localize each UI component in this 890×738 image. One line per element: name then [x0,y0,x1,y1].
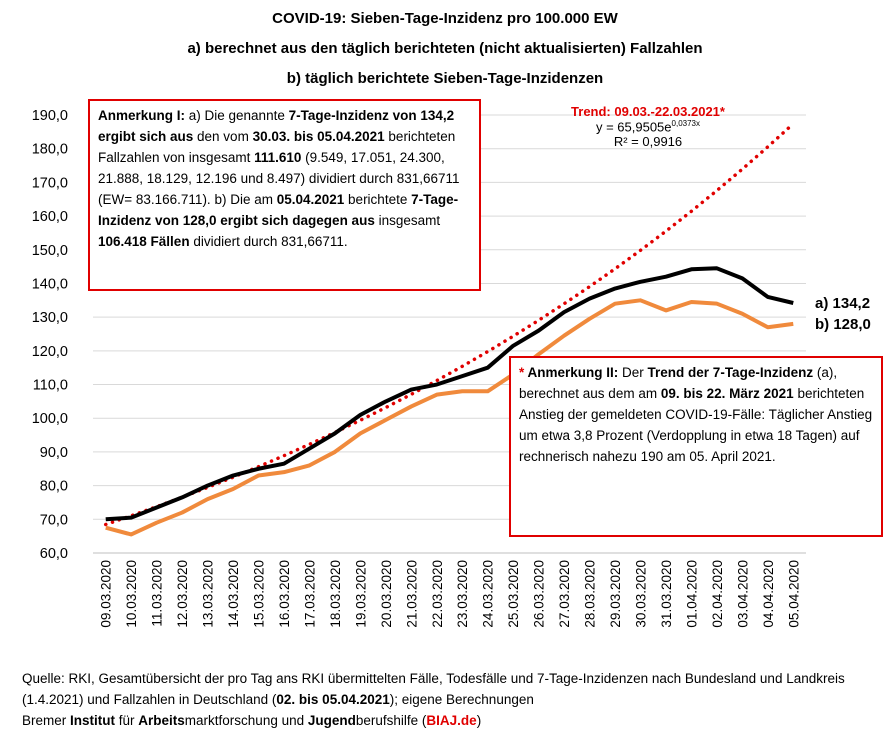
trend-label-box: Trend: 09.03.-22.03.2021* y = 65,9505e0,… [548,104,748,149]
x-tick-label: 18.03.2020 [328,560,343,628]
y-tick-label: 170,0 [32,175,68,191]
x-tick-label: 05.04.2020 [786,560,801,628]
x-tick-label: 13.03.2020 [201,560,216,628]
y-tick-label: 190,0 [32,108,68,124]
y-tick-label: 160,0 [32,209,68,225]
y-tick-label: 110,0 [33,378,68,394]
x-tick-label: 31.03.2020 [659,560,674,628]
x-axis-ticks: 09.03.2020 10.03.2020 11.03.2020 12.03.2020… [99,560,802,628]
x-tick-label: 22.03.2020 [430,560,445,628]
x-tick-label: 16.03.2020 [277,560,292,628]
y-tick-label: 90,0 [40,445,68,461]
x-tick-label: 01.04.2020 [684,560,699,628]
annotation-1: Anmerkung I: a) Die genannte 7-Tage-Inzi… [88,99,481,291]
series-a-line [105,266,794,522]
x-tick-label: 21.03.2020 [404,560,419,628]
x-tick-label: 09.03.2020 [99,560,114,628]
x-tick-label: 10.03.2020 [124,560,139,628]
x-tick-label: 24.03.2020 [481,560,496,628]
trend-equation: y = 65,9505e0,0373x [595,119,700,135]
y-tick-label: 180,0 [32,142,68,158]
y-axis-ticks: 60,0 70,0 80,0 90,0 100,0 110,0 120,0 130,0 140,… [32,108,68,562]
series-b-line [105,298,794,537]
end-label-b: b) 128,0 [815,316,871,333]
x-tick-label: 03.04.2020 [735,560,750,628]
chart-title: COVID-19: Sieben-Tage-Inzidenz pro 100.0… [272,10,618,27]
source-note: Quelle: RKI, Gesamtübersicht der pro Tag… [22,671,845,728]
y-tick-label: 140,0 [32,276,68,292]
x-tick-label: 20.03.2020 [379,560,394,628]
x-tick-label: 02.04.2020 [710,560,725,628]
chart-subtitle-a: a) berechnet aus den täglich berichteten… [187,40,703,57]
x-tick-label: 17.03.2020 [302,560,317,628]
x-tick-label: 30.03.2020 [633,560,648,628]
x-tick-label: 27.03.2020 [557,560,572,628]
x-tick-label: 29.03.2020 [608,560,623,628]
x-tick-label: 12.03.2020 [175,560,190,628]
x-tick-label: 19.03.2020 [353,560,368,628]
annotation-1-heading: Anmerkung I: [98,108,186,123]
x-tick-label: 15.03.2020 [252,560,267,628]
y-tick-label: 60,0 [40,546,68,562]
x-tick-label: 26.03.2020 [532,560,547,628]
trend-r2: R² = 0,9916 [613,134,683,150]
x-tick-label: 04.04.2020 [761,560,776,628]
y-tick-label: 150,0 [32,243,68,259]
x-tick-label: 25.03.2020 [506,560,521,628]
y-tick-label: 100,0 [32,411,68,427]
end-label-a: a) 134,2 [815,295,871,312]
x-tick-label: 23.03.2020 [455,560,470,628]
y-tick-label: 80,0 [40,479,68,495]
trend-label: Trend: 09.03.-22.03.2021* [571,104,725,119]
x-tick-label: 28.03.2020 [583,560,598,628]
x-tick-label: 14.03.2020 [226,560,241,628]
y-tick-label: 70,0 [40,512,68,528]
annotation-2: * Anmerkung II: Der Trend der 7-Tage-Inz… [509,356,883,537]
chart-subtitle-b: b) täglich berichtete Sieben-Tage-Inzide… [286,70,604,87]
y-tick-label: 130,0 [32,310,68,326]
series-lines [103,121,796,537]
annotation-2-heading: Anmerkung II: [524,365,619,380]
y-tick-label: 120,0 [32,344,68,360]
x-tick-label: 11.03.2020 [150,560,165,627]
